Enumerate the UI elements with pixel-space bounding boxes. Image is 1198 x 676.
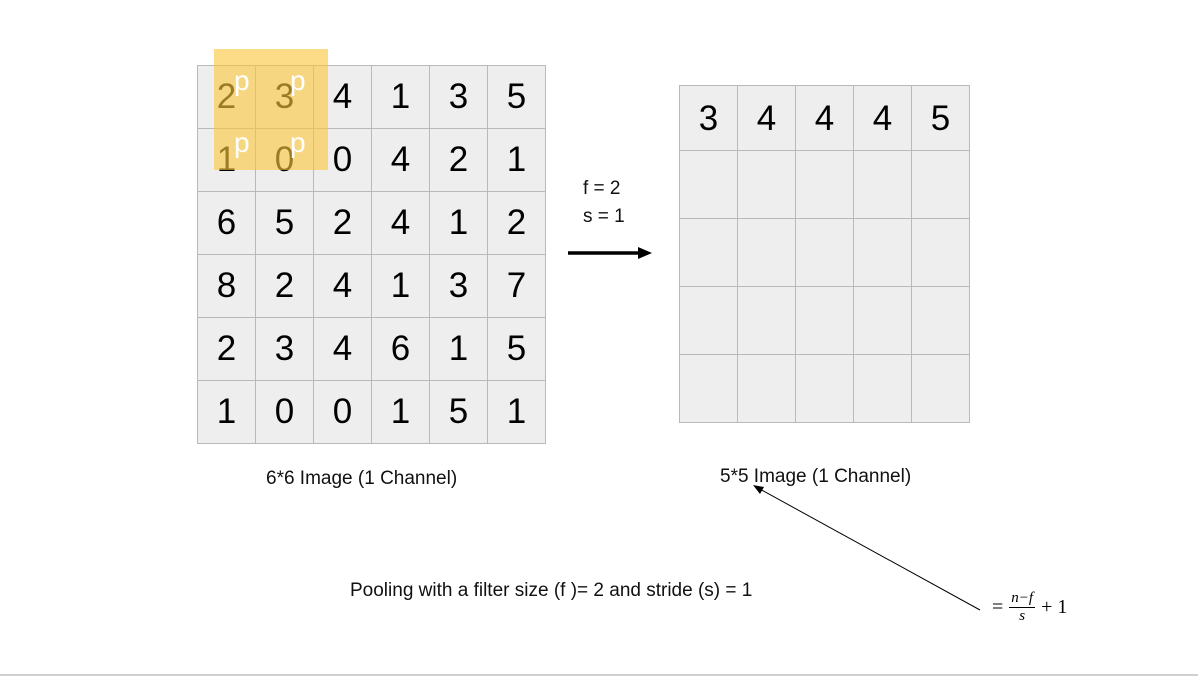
- grid-cell: [737, 218, 796, 287]
- grid-cell: [911, 286, 970, 355]
- grid-cell: [853, 354, 912, 423]
- grid-cell: [737, 286, 796, 355]
- grid-cell: 5: [487, 317, 546, 381]
- filter-marker: p: [290, 65, 306, 96]
- grid-cell: 6: [197, 191, 256, 255]
- grid-cell: [853, 218, 912, 287]
- grid-cell: [795, 218, 854, 287]
- output-caption: 5*5 Image (1 Channel): [720, 466, 912, 487]
- formula-numerator: n−f: [1009, 590, 1036, 608]
- grid-cell: [795, 150, 854, 219]
- grid-cell: 3: [429, 254, 488, 318]
- grid-cell: [911, 218, 970, 287]
- pooling-filter-window: p p p p: [214, 49, 328, 170]
- grid-cell: 4: [371, 128, 430, 192]
- grid-cell: 1: [371, 254, 430, 318]
- formula-denominator: s: [1019, 608, 1026, 624]
- grid-cell: [679, 218, 738, 287]
- pointer-arrow-icon: [753, 485, 981, 611]
- grid-row: [679, 354, 970, 423]
- grid-cell: [679, 150, 738, 219]
- formula-fraction: n−f s: [1009, 590, 1036, 625]
- bottom-divider: [0, 674, 1198, 676]
- grid-cell: 1: [371, 65, 430, 129]
- grid-cell: 5: [911, 85, 970, 151]
- grid-cell: 3: [429, 65, 488, 129]
- grid-cell: 4: [313, 317, 372, 381]
- output-size-formula: = n−f s + 1: [992, 590, 1067, 625]
- grid-cell: [795, 354, 854, 423]
- filter-size-label: f = 2: [583, 178, 621, 199]
- grid-cell: [679, 354, 738, 423]
- grid-cell: 5: [487, 65, 546, 129]
- grid-cell: [679, 286, 738, 355]
- grid-cell: 4: [737, 85, 796, 151]
- grid-cell: 2: [429, 128, 488, 192]
- grid-cell: 2: [255, 254, 314, 318]
- grid-cell: 0: [313, 380, 372, 444]
- grid-cell: 4: [313, 254, 372, 318]
- grid-cell: 3: [255, 317, 314, 381]
- grid-cell: 3: [679, 85, 738, 151]
- grid-cell: [737, 150, 796, 219]
- grid-cell: 2: [197, 317, 256, 381]
- grid-cell: 2: [487, 191, 546, 255]
- grid-cell: 1: [487, 128, 546, 192]
- grid-cell: 4: [371, 191, 430, 255]
- grid-cell: 1: [487, 380, 546, 444]
- formula-plus-one: + 1: [1041, 596, 1068, 618]
- grid-cell: [911, 150, 970, 219]
- grid-cell: [737, 354, 796, 423]
- grid-row: [679, 150, 970, 219]
- grid-cell: 5: [255, 191, 314, 255]
- grid-cell: 1: [429, 317, 488, 381]
- grid-cell: 0: [255, 380, 314, 444]
- right-arrow-icon: [568, 247, 652, 259]
- grid-cell: 4: [853, 85, 912, 151]
- grid-cell: [853, 150, 912, 219]
- formula-equals: =: [992, 596, 1004, 618]
- filter-marker: p: [234, 127, 250, 158]
- grid-cell: 1: [429, 191, 488, 255]
- grid-cell: 7: [487, 254, 546, 318]
- grid-cell: [853, 286, 912, 355]
- grid-cell: 5: [429, 380, 488, 444]
- grid-cell: [911, 354, 970, 423]
- grid-cell: 8: [197, 254, 256, 318]
- grid-row: [679, 286, 970, 355]
- grid-row: [679, 218, 970, 287]
- grid-cell: 1: [371, 380, 430, 444]
- grid-cell: 1: [197, 380, 256, 444]
- stride-label: s = 1: [583, 206, 625, 227]
- input-caption: 6*6 Image (1 Channel): [266, 468, 458, 489]
- grid-cell: 4: [795, 85, 854, 151]
- grid-cell: 6: [371, 317, 430, 381]
- filter-marker: p: [290, 127, 306, 158]
- grid-cell: 2: [313, 191, 372, 255]
- filter-marker: p: [234, 65, 250, 96]
- grid-cell: [795, 286, 854, 355]
- pooling-description: Pooling with a filter size (f )= 2 and s…: [350, 580, 753, 601]
